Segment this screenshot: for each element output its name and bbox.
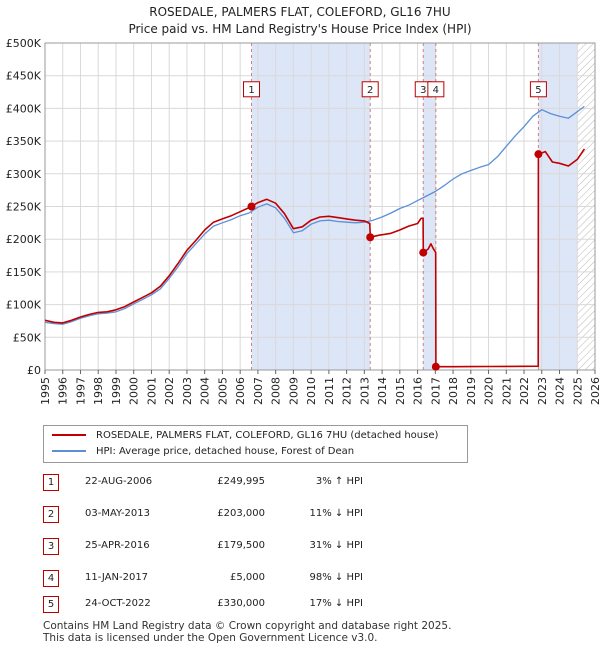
x-tick-label: 2008 [270, 377, 283, 405]
property-series-line [45, 148, 586, 368]
legend-label-hpi: HPI: Average price, detached house, Fore… [96, 446, 355, 457]
transaction-number-badge: 5 [43, 596, 59, 613]
x-tick-label: 2006 [234, 377, 247, 405]
transaction-label-box [361, 81, 379, 98]
x-tick-label: 2000 [128, 377, 141, 405]
table-row: 4 11-JAN-2017 £5,000 98% ↓ HPI [43, 570, 363, 588]
transaction-marker [419, 248, 428, 257]
x-tick-label: 2026 [589, 377, 600, 405]
x-tick-label: 1995 [39, 377, 52, 405]
transaction-price: £5,000 [230, 572, 265, 583]
transaction-label-box [529, 81, 547, 98]
legend-item-hpi: HPI: Average price, detached house, Fore… [52, 444, 354, 460]
legend-item-property: ROSEDALE, PALMERS FLAT, COLEFORD, GL16 7… [52, 428, 438, 444]
transaction-date: 25-APR-2016 [85, 540, 150, 551]
transaction-hpi-diff: 11% ↓ HPI [309, 508, 363, 519]
transaction-price: £179,500 [217, 540, 265, 551]
transaction-price: £203,000 [217, 508, 265, 519]
transaction-marker [247, 202, 256, 211]
transaction-number-badge: 4 [43, 570, 59, 587]
x-tick-label: 2012 [341, 377, 354, 405]
x-tick-label: 2018 [447, 377, 460, 405]
x-tick-label: 2009 [287, 377, 300, 405]
transaction-price: £330,000 [217, 598, 265, 609]
x-tick-label: 2004 [199, 377, 212, 405]
y-tick-label: £50K [13, 331, 42, 344]
y-tick-label: £250K [6, 201, 42, 214]
x-tick-label: 2014 [376, 377, 389, 405]
legend: ROSEDALE, PALMERS FLAT, COLEFORD, GL16 7… [43, 425, 468, 463]
x-tick-label: 2020 [483, 377, 496, 405]
x-tick-label: 1996 [57, 377, 70, 405]
x-tick-label: 2015 [394, 377, 407, 405]
x-tick-label: 2002 [163, 377, 176, 405]
chart-title-line1: ROSEDALE, PALMERS FLAT, COLEFORD, GL16 7… [149, 5, 451, 19]
x-tick-label: 2024 [554, 377, 567, 405]
y-tick-label: £300K [6, 168, 42, 181]
transaction-date: 24-OCT-2022 [85, 598, 151, 609]
x-tick-label: 2007 [252, 377, 265, 405]
transaction-date: 11-JAN-2017 [85, 572, 149, 583]
x-tick-label: 1997 [74, 377, 87, 405]
transaction-label: 4 [433, 85, 439, 96]
transaction-marker [431, 362, 440, 371]
y-tick-label: £100K [6, 299, 42, 312]
transaction-marker [534, 150, 543, 159]
transaction-number-badge: 2 [43, 506, 59, 523]
footer-copyright: Contains HM Land Registry data © Crown c… [43, 620, 452, 632]
x-tick-label: 2003 [181, 377, 194, 405]
y-tick-label: £400K [6, 102, 42, 115]
x-tick-label: 2021 [500, 377, 513, 405]
table-row: 2 03-MAY-2013 £203,000 11% ↓ HPI [43, 506, 363, 524]
y-tick-label: £150K [6, 266, 42, 279]
table-row: 5 24-OCT-2022 £330,000 17% ↓ HPI [43, 596, 363, 614]
x-tick-label: 2022 [518, 377, 531, 405]
y-tick-label: £0 [27, 364, 41, 377]
transaction-price: £249,995 [217, 476, 265, 487]
transaction-number-badge: 1 [43, 474, 59, 491]
transaction-label: 2 [367, 85, 373, 96]
x-tick-label: 2016 [412, 377, 425, 405]
transaction-hpi-diff: 3% ↑ HPI [315, 476, 363, 487]
x-tick-label: 2013 [358, 377, 371, 405]
transaction-label: 3 [420, 85, 426, 96]
x-tick-label: 2010 [305, 377, 318, 405]
transaction-marker [366, 233, 375, 242]
y-tick-label: £450K [6, 70, 42, 83]
legend-swatch-hpi [52, 450, 86, 452]
table-row: 3 25-APR-2016 £179,500 31% ↓ HPI [43, 538, 363, 556]
transaction-label: 5 [535, 85, 541, 96]
table-row: 1 22-AUG-2006 £249,995 3% ↑ HPI [43, 474, 363, 492]
footer: Contains HM Land Registry data © Crown c… [43, 620, 451, 644]
transaction-hpi-diff: 31% ↓ HPI [309, 540, 363, 551]
y-tick-label: £200K [6, 233, 42, 246]
x-tick-label: 2017 [429, 377, 442, 405]
transaction-label-box [427, 81, 445, 98]
transaction-date: 22-AUG-2006 [85, 476, 153, 487]
transaction-number-badge: 3 [43, 538, 59, 555]
x-tick-label: 2025 [571, 377, 584, 405]
x-tick-label: 2011 [323, 377, 336, 405]
x-tick-label: 2023 [536, 377, 549, 405]
transaction-hpi-diff: 17% ↓ HPI [309, 598, 363, 609]
x-tick-label: 1998 [92, 377, 105, 405]
x-tick-label: 1999 [110, 377, 123, 405]
footer-licence: This data is licensed under the Open Gov… [43, 632, 378, 644]
legend-label-property: ROSEDALE, PALMERS FLAT, COLEFORD, GL16 7… [96, 430, 439, 441]
chart-title-line2: Price paid vs. HM Land Registry's House … [128, 22, 472, 36]
hpi-series-line [45, 105, 585, 325]
x-tick-label: 2005 [216, 377, 229, 405]
x-tick-label: 2001 [145, 377, 158, 405]
chart-title: ROSEDALE, PALMERS FLAT, COLEFORD, GL16 7… [0, 4, 600, 38]
plot-frame [44, 42, 596, 371]
transaction-date: 03-MAY-2013 [85, 508, 151, 519]
y-tick-label: £350K [6, 135, 42, 148]
legend-swatch-property [52, 434, 86, 436]
y-tick-label: £500K [6, 37, 42, 50]
transaction-label-box [243, 81, 261, 98]
x-tick-label: 2019 [465, 377, 478, 405]
transaction-label: 1 [248, 85, 254, 96]
transaction-hpi-diff: 98% ↓ HPI [309, 572, 363, 583]
